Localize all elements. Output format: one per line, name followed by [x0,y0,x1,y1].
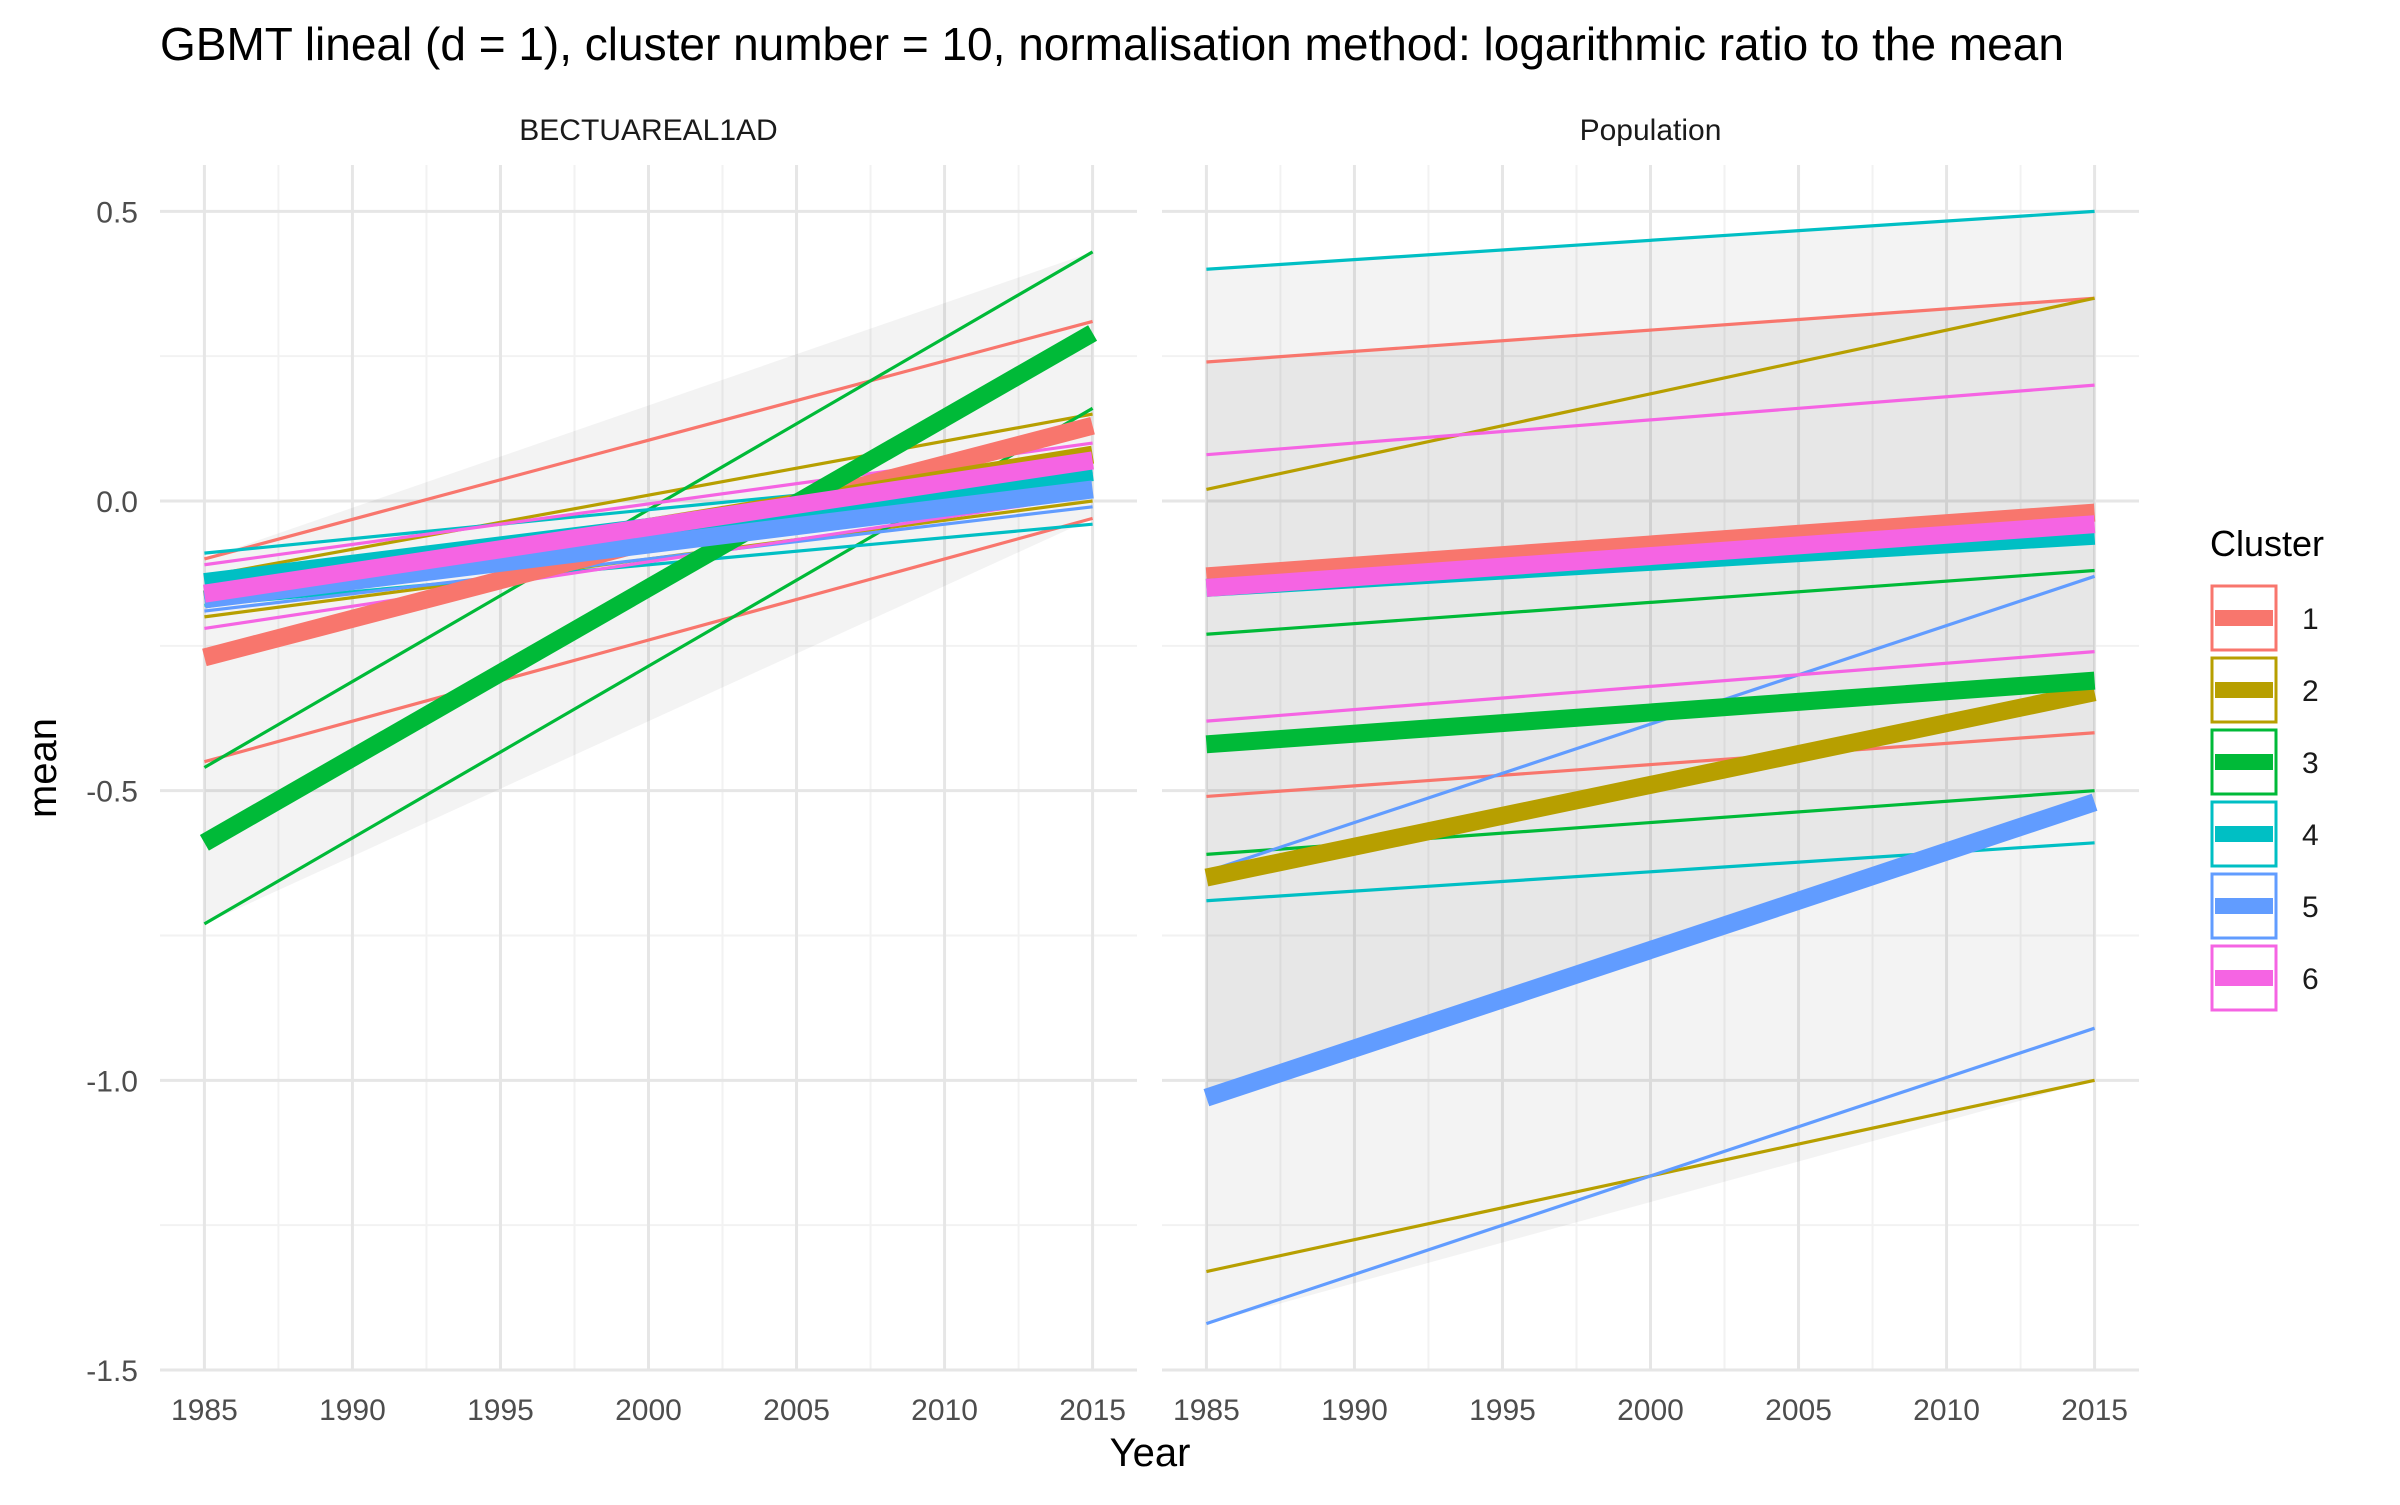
series-line-cluster-6-upper [1206,383,2095,457]
legend-label: 5 [2302,891,2319,924]
x-tick-label: 1985 [1173,1394,1240,1427]
x-axis-label: Year [1110,1431,1191,1475]
series-line-cluster-3-upper [1206,568,2095,636]
y-axis-label: mean [21,718,65,818]
x-tick-label: 2015 [2061,1394,2128,1427]
y-tick-label: -1.0 [86,1065,138,1098]
x-tick-label: 1985 [171,1394,238,1427]
legend-label: 6 [2302,963,2319,996]
ribbon [1206,211,2095,1324]
series-line-cluster-1-mean [1205,503,2096,586]
legend-item: 2 [2210,656,2319,724]
legend-item: 6 [2210,944,2319,1012]
x-tick-label: 2000 [1617,1394,1684,1427]
series-line-cluster-6-mean [203,451,1094,603]
x-tick-label: 2005 [1765,1394,1832,1427]
x-tick-label: 2010 [911,1394,978,1427]
y-tick-label: 0.0 [96,486,138,519]
series-line-cluster-4-lower [204,522,1093,607]
series-line-cluster-4-upper [1206,209,2095,271]
series-line-cluster-2-upper [1206,296,2095,491]
series-line-cluster-5-mean [1203,793,2098,1107]
x-tick-label: 2000 [615,1394,682,1427]
x-tick-label: 1995 [1469,1394,1536,1427]
series-line-cluster-6-lower [1206,650,2095,723]
chart-title: GBMT lineal (d = 1), cluster number = 10… [160,18,2064,70]
series-line-cluster-5-lower [1205,1026,2096,1326]
legend-label: 2 [2302,675,2319,708]
series-line-cluster-5-lower [204,505,1093,613]
y-tick-label: 0.5 [96,196,138,229]
y-tick-label: -0.5 [86,776,138,809]
series-line-cluster-1-upper [1206,296,2095,364]
series-line-cluster-1-upper [203,319,1094,561]
series-line-cluster-1-lower [1206,731,2095,799]
panel-2: Population 1985 1990 1995 2000 2005 2010 2015 [1162,114,2139,1427]
legend-label: 4 [2302,819,2319,852]
legend-label: 3 [2302,747,2319,780]
legend-label: 1 [2302,603,2319,636]
series-line-cluster-6-mean [1205,515,2096,597]
series-line-cluster-5-mean [203,480,1094,609]
ribbon [1206,298,2095,1098]
panel-strip-label: BECTUAREAL1AD [519,114,777,147]
legend-item: 1 [2210,584,2319,652]
series-line-cluster-1-lower [203,516,1094,764]
legend: Cluster 1 2 3 4 5 6 [2210,523,2324,1012]
x-tick-label: 2015 [1059,1394,1126,1427]
x-tick-label: 1990 [1321,1394,1388,1427]
x-tick-label: 1990 [319,1394,386,1427]
series-line-cluster-2-mean [1204,683,2097,887]
panels-layer: BECTUAREAL1AD 1985 1990 1995 2000 2005 2010 201… [86,114,2139,1427]
legend-title: Cluster [2210,523,2324,564]
series-line-cluster-5-upper [1205,574,2096,874]
x-tick-label: 2010 [1913,1394,1980,1427]
series-line-cluster-3-mean [1205,671,2096,754]
series-line-cluster-6-lower [204,493,1093,631]
series-line-cluster-2-upper [204,412,1093,578]
legend-item: 5 [2210,872,2319,940]
series-line-cluster-3-mean [199,325,1098,851]
x-tick-label: 2005 [763,1394,830,1427]
legend-item: 3 [2210,728,2319,796]
legend-item: 4 [2210,800,2319,868]
panel-strip-label: Population [1580,114,1722,147]
y-tick-label: -1.5 [86,1355,138,1388]
panel-1: BECTUAREAL1AD 1985 1990 1995 2000 2005 2010 201… [86,114,1137,1427]
x-tick-label: 1995 [467,1394,534,1427]
